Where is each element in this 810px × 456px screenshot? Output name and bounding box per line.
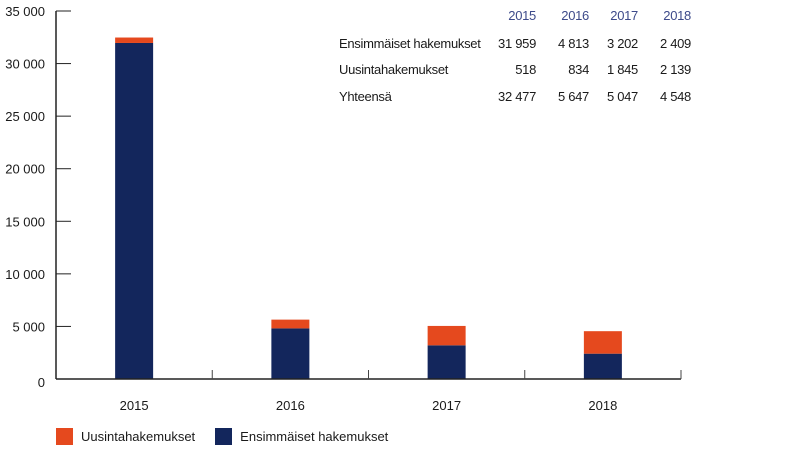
legend-label: Uusintahakemukset bbox=[81, 429, 196, 444]
table-header-2015: 2015 bbox=[508, 8, 536, 23]
y-tick-label: 15 000 bbox=[5, 214, 45, 229]
bar-2017-series-0 bbox=[427, 345, 466, 379]
y-tick-label: 35 000 bbox=[5, 4, 45, 19]
table-cell: 4 548 bbox=[659, 89, 691, 104]
bar-2017-series-1 bbox=[427, 325, 466, 346]
table-cell: 2 409 bbox=[659, 36, 691, 51]
table-cell: 834 bbox=[568, 62, 589, 77]
table-cell: 1 845 bbox=[606, 62, 638, 77]
table-header-2016: 2016 bbox=[561, 8, 589, 23]
bar-2018-series-0 bbox=[583, 353, 622, 379]
bar-2016-series-0 bbox=[271, 328, 310, 379]
table-header-2017: 2017 bbox=[610, 8, 638, 23]
table-cell: 5 647 bbox=[557, 89, 589, 104]
bar-2016-series-1 bbox=[271, 319, 310, 329]
x-tick-label: 2015 bbox=[120, 398, 149, 413]
table-row-label: Uusintahakemukset bbox=[339, 62, 449, 77]
x-tick-label: 2016 bbox=[276, 398, 305, 413]
y-tick-label: 25 000 bbox=[5, 109, 45, 124]
table-cell: 31 959 bbox=[498, 36, 536, 51]
y-tick-label: 20 000 bbox=[5, 162, 45, 177]
y-tick-label: 0 bbox=[38, 375, 45, 390]
bar-2018-series-1 bbox=[583, 331, 622, 354]
legend-swatch-orange bbox=[56, 428, 73, 445]
bar-2015-series-0 bbox=[115, 42, 154, 380]
table-cell: 5 047 bbox=[606, 89, 638, 104]
legend-label: Ensimmäiset hakemukset bbox=[240, 429, 389, 444]
table-row-label: Ensimmäiset hakemukset bbox=[339, 36, 481, 51]
x-tick-label: 2018 bbox=[588, 398, 617, 413]
table-cell: 32 477 bbox=[498, 89, 536, 104]
legend-item-uusinta: Uusintahakemukset bbox=[56, 428, 195, 445]
table-header-2018: 2018 bbox=[663, 8, 691, 23]
table-cell: 518 bbox=[515, 62, 536, 77]
y-tick-label: 30 000 bbox=[5, 57, 45, 72]
table-cell: 2 139 bbox=[659, 62, 691, 77]
bar-2015-series-1 bbox=[115, 37, 154, 43]
table-cell: 3 202 bbox=[606, 36, 638, 51]
table-cell: 4 813 bbox=[557, 36, 589, 51]
y-tick-label: 5 000 bbox=[12, 319, 45, 334]
y-tick-label: 10 000 bbox=[5, 267, 45, 282]
legend-swatch-navy bbox=[215, 428, 233, 445]
legend: Uusintahakemukset Ensimmäiset hakemukset bbox=[56, 428, 408, 445]
table-row-label: Yhteensä bbox=[339, 89, 392, 104]
x-tick-label: 2017 bbox=[432, 398, 461, 413]
legend-item-ensimmaiset: Ensimmäiset hakemukset bbox=[215, 428, 388, 445]
